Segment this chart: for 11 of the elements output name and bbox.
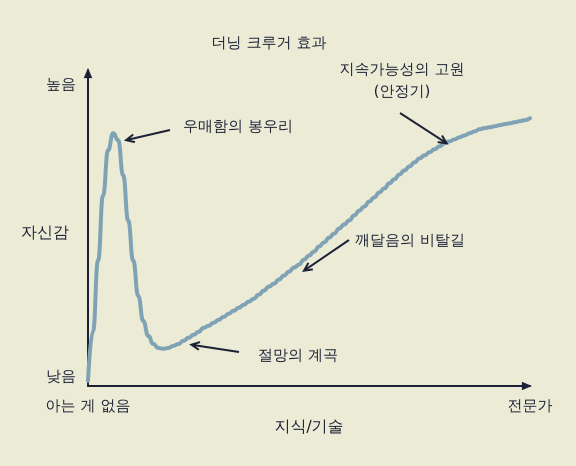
y-axis-title: 자신감 bbox=[21, 222, 69, 242]
chart-title: 더닝 크루거 효과 bbox=[212, 34, 326, 52]
text: 높음 bbox=[46, 75, 76, 93]
annotation: 우매함의 봉우리 bbox=[183, 117, 293, 135]
text: 지속가능성의 고원 (안정기) bbox=[340, 60, 464, 100]
x-tick-label: 아는 게 없음 bbox=[46, 396, 130, 414]
annotation: 절망의 계곡 bbox=[258, 346, 338, 364]
text: 낮음 bbox=[46, 367, 76, 385]
annotation: 깨달음의 비탈길 bbox=[355, 231, 465, 249]
x-tick-label: 전문가 bbox=[508, 396, 552, 414]
x-axis-title: 지식/기술 bbox=[274, 416, 344, 436]
